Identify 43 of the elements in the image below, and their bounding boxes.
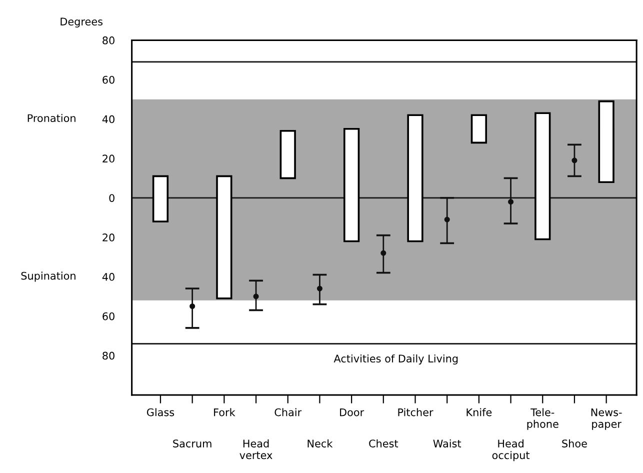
y-tick-label: 20	[102, 154, 114, 163]
y-tick-label: 20	[102, 234, 114, 242]
x-tick-label: Chair	[274, 408, 302, 416]
x-tick-label: Door	[340, 408, 364, 416]
annotation: Activities of Daily Living	[334, 354, 458, 365]
bar	[216, 175, 232, 300]
x-tick-label: Knife	[466, 408, 492, 416]
y-tick-label: 60	[102, 312, 114, 320]
y-tick-label: 80	[102, 36, 114, 44]
point	[572, 158, 578, 164]
x-tick-label: Fork	[214, 408, 236, 416]
x-tick-label: Head vertex	[240, 439, 272, 460]
point	[253, 294, 259, 300]
x-tick-label: Head occiput	[492, 439, 530, 462]
y-axis-title: Degrees	[60, 18, 102, 28]
y-tick-label: 60	[102, 76, 114, 84]
text: Pronation	[28, 114, 76, 122]
bar	[534, 112, 551, 240]
point	[508, 199, 514, 205]
bar	[152, 175, 169, 222]
point	[380, 250, 386, 256]
x-tick-label: Tele- phone	[527, 408, 558, 430]
y-tick-label: 80	[102, 352, 114, 360]
x-tick-label: Shoe	[562, 439, 587, 448]
bar	[598, 100, 614, 184]
bar	[407, 114, 424, 242]
point	[316, 286, 322, 292]
x-tick-label: Glass	[146, 408, 174, 416]
bar	[343, 128, 360, 242]
bar	[470, 114, 488, 144]
x-tick-label: Waist	[433, 439, 462, 448]
y-tick-label: 40	[102, 115, 114, 124]
point	[444, 216, 450, 222]
bar	[280, 130, 296, 180]
x-tick-label: Neck	[308, 439, 333, 448]
point	[190, 303, 196, 310]
y-tick-label: 40	[102, 272, 114, 281]
text: Supination	[21, 272, 76, 282]
x-tick-label: Pitcher	[398, 408, 434, 416]
x-tick-label: News- paper	[591, 408, 622, 430]
x-tick-label: Sacrum	[173, 440, 212, 448]
y-tick-label: 0	[109, 194, 114, 202]
x-tick-label: Chest	[369, 439, 398, 448]
